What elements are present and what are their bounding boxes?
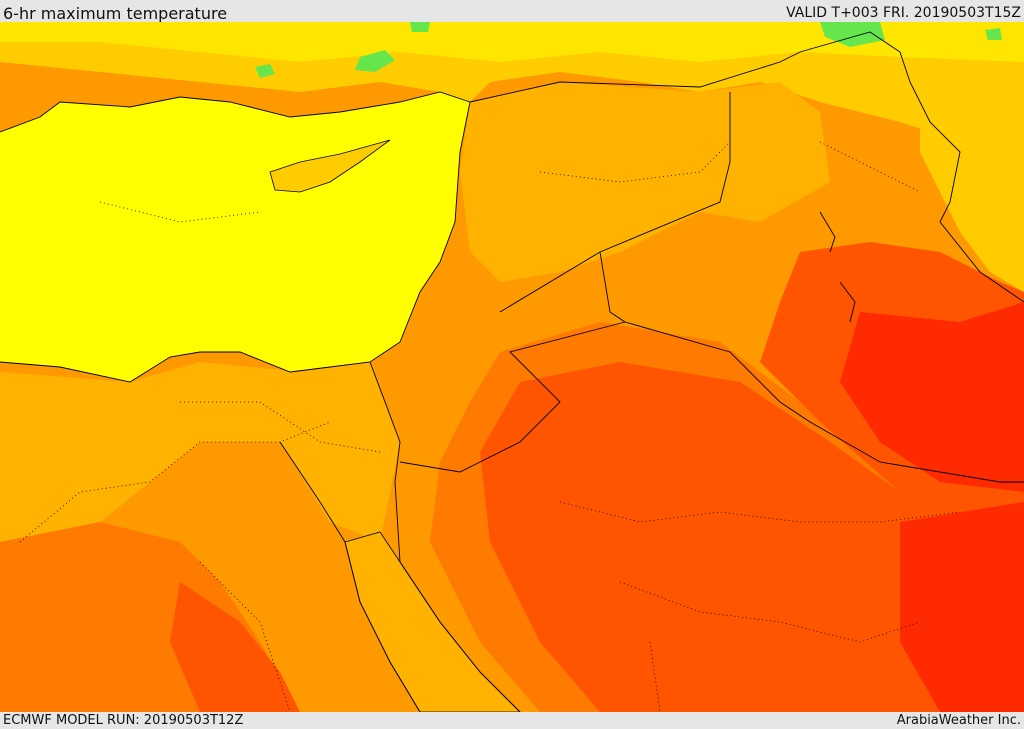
arabia-red-orange-region xyxy=(480,362,1024,712)
iraq-red-region xyxy=(840,302,1024,492)
sudan-red-orange-region xyxy=(170,582,300,712)
egypt-light-orange-region xyxy=(0,362,400,542)
footer-bar: ECMWF MODEL RUN: 20190503T12Z ArabiaWeat… xyxy=(0,712,1024,729)
green-patch-1 xyxy=(355,50,395,72)
map-canvas xyxy=(0,22,1024,712)
green-patch-3 xyxy=(410,22,430,32)
mediterranean-sea xyxy=(0,92,470,382)
zagros-yellow-region xyxy=(920,122,1024,292)
header-bar: 6-hr maximum temperature VALID T+003 FRI… xyxy=(0,0,1024,23)
province-borders xyxy=(19,141,961,712)
temperature-map[interactable] xyxy=(0,22,1024,712)
map-title: 6-hr maximum temperature xyxy=(3,4,228,23)
turkey-light-yellow-region xyxy=(0,22,1024,62)
green-patch-4 xyxy=(820,22,885,47)
valid-time: VALID T+003 FRI. 20190503T15Z xyxy=(786,5,1021,21)
syria-light-orange-region xyxy=(460,82,830,282)
green-patch-5 xyxy=(985,28,1002,40)
model-run-label: ECMWF MODEL RUN: 20190503T12Z xyxy=(3,713,244,728)
country-borders xyxy=(399,31,1024,483)
east-arabia-red-region xyxy=(900,502,1024,712)
cyprus-island xyxy=(269,139,391,193)
coastlines xyxy=(0,91,856,712)
credit-label: ArabiaWeather Inc. xyxy=(896,713,1021,728)
green-patch-2 xyxy=(255,64,275,78)
